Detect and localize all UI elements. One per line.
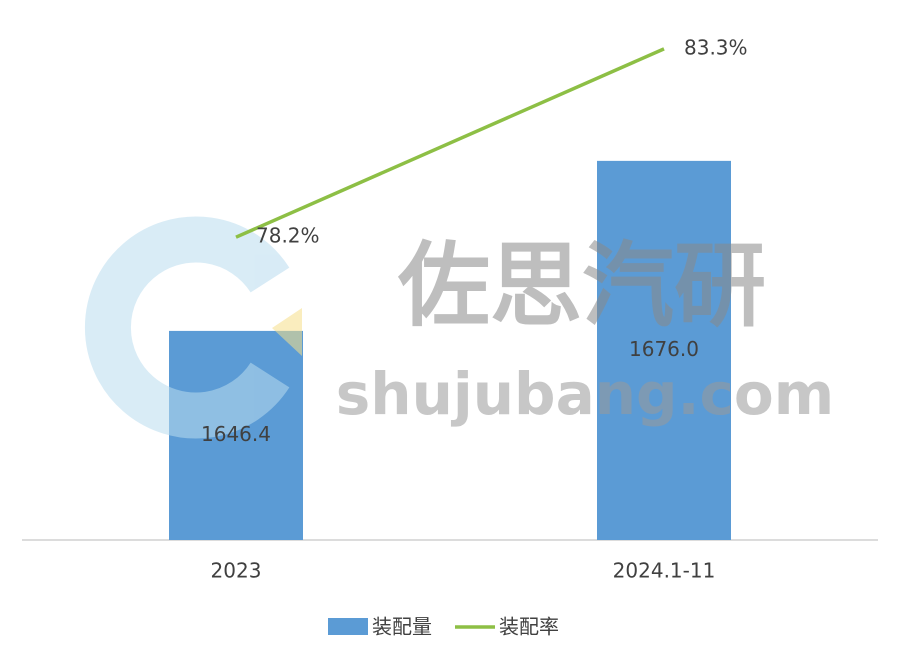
watermark-logo — [84, 216, 290, 439]
line — [235, 47, 665, 239]
watermark-site: shujubang.com — [336, 360, 834, 428]
legend-swatch — [328, 618, 368, 635]
data-label: 83.3% — [684, 35, 748, 59]
watermark: 佐思汽研 shujubang.com — [84, 216, 834, 439]
data-label: 1676.0 — [629, 337, 699, 361]
watermark-title: 佐思汽研 — [397, 232, 766, 339]
plot-area — [22, 160, 878, 541]
data-label: 78.2% — [256, 224, 320, 248]
data-label: 1646.4 — [201, 422, 271, 446]
x-tick-label: 2023 — [211, 559, 262, 583]
bar — [597, 160, 731, 540]
legend-label: 装配率 — [499, 615, 559, 639]
labels: 2023 2024.1-11 1646.4 1676.0 78.2% 83.3% 装配量 装配… — [201, 35, 748, 638]
x-tick-label: 2024.1-11 — [613, 559, 716, 583]
watermark-logo — [272, 308, 302, 356]
legend-label: 装配量 — [372, 615, 432, 639]
